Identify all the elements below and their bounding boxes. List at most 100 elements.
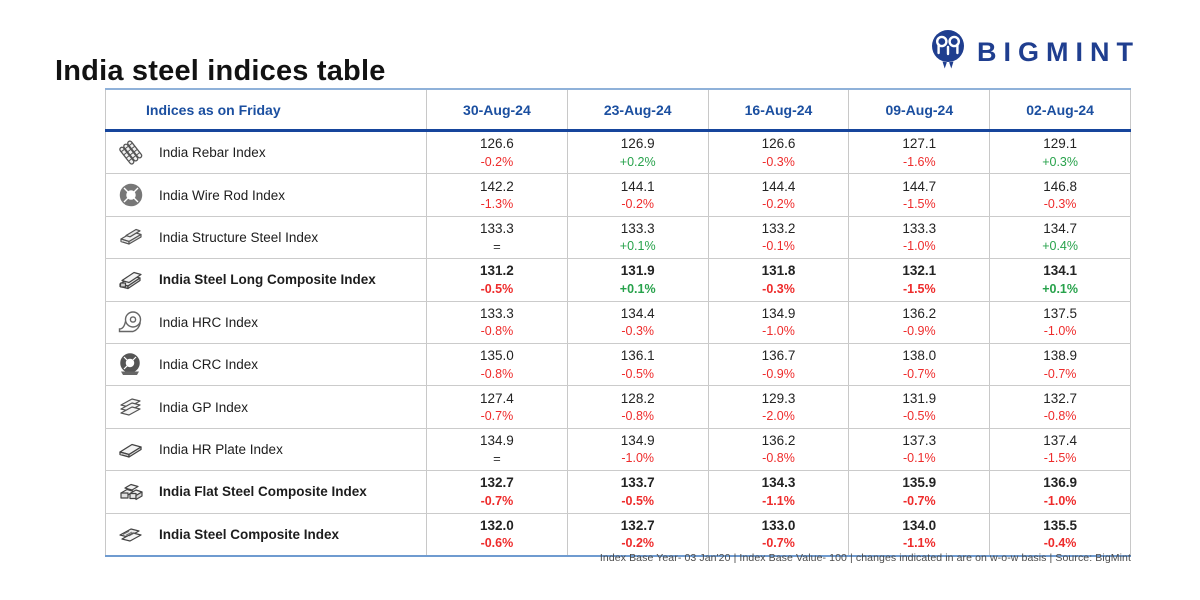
index-value: 134.1	[1043, 263, 1077, 279]
index-value: 138.0	[902, 348, 937, 364]
wow-change: -0.8%	[480, 366, 514, 381]
index-value: 131.9	[902, 390, 937, 406]
value-cell: 134.7 +0.4%	[990, 216, 1131, 259]
index-value: 132.7	[480, 475, 514, 491]
table-row: India GP Index 127.4 -0.7% 128.2 -0.8% 129.3 -…	[105, 386, 1131, 429]
row-label-cell: India Steel Composite Index	[105, 513, 427, 555]
wow-change: -0.7%	[1043, 366, 1077, 381]
index-value: 134.0	[902, 517, 937, 533]
flat-steel-stack-icon	[115, 479, 147, 505]
value-cell: 133.3 +0.1%	[568, 216, 709, 259]
value-cell: 132.1 -1.5%	[849, 259, 991, 301]
wow-change: -1.0%	[1043, 493, 1077, 508]
column-header-date-1: 30-Aug-24	[427, 90, 568, 129]
wow-change: -0.8%	[480, 324, 514, 339]
index-value: 129.3	[761, 390, 796, 406]
wow-change: -0.8%	[621, 409, 655, 424]
wow-change: -1.0%	[621, 451, 655, 466]
wow-change: -0.2%	[621, 536, 655, 551]
wow-change: -0.9%	[902, 324, 936, 339]
wow-change: -0.3%	[621, 324, 655, 339]
index-value: 127.4	[480, 390, 514, 406]
value-cell: 129.3 -2.0%	[709, 386, 850, 428]
value-cell: 133.0 -0.7%	[709, 513, 850, 555]
value-cell: 126.6 -0.2%	[427, 132, 568, 174]
wow-change: +0.1%	[1042, 281, 1078, 296]
column-header-date-2: 23-Aug-24	[568, 90, 709, 129]
index-value: 131.8	[761, 263, 796, 279]
wow-change: -1.5%	[902, 197, 936, 212]
row-label: India HRC Index	[159, 314, 259, 330]
row-label-cell: India HRC Index	[105, 301, 427, 343]
wow-change: -1.1%	[762, 493, 795, 508]
value-cell: 131.8 -0.3%	[709, 259, 850, 301]
index-value: 144.1	[620, 178, 655, 194]
index-value: 129.1	[1043, 136, 1077, 152]
wow-change: -1.5%	[902, 281, 936, 296]
wow-change: +0.2%	[619, 154, 656, 169]
value-cell: 134.9 -1.0%	[568, 428, 709, 471]
value-cell: 136.2 -0.9%	[849, 301, 991, 343]
wire-rod-coil-icon	[115, 182, 147, 208]
index-value: 144.7	[902, 178, 937, 194]
table-row: India Rebar Index 126.6 -0.2% 126.9 +0.2% 126…	[105, 132, 1131, 175]
long-steel-bundle-icon	[115, 267, 147, 293]
index-value: 133.3	[480, 220, 514, 236]
wow-change: -0.8%	[1043, 409, 1077, 424]
steel-indices-table: Indices as on Friday 30-Aug-24 23-Aug-24…	[105, 88, 1131, 557]
table-row: India HR Plate Index 134.9 = 134.9 -1.0% 136.…	[105, 428, 1131, 472]
index-value: 135.5	[1043, 517, 1077, 533]
index-value: 133.0	[761, 517, 796, 533]
index-value: 126.6	[480, 136, 514, 152]
index-value: 137.4	[1043, 432, 1077, 448]
wow-change: -0.2%	[762, 197, 795, 212]
value-cell: 146.8 -0.3%	[990, 174, 1131, 216]
value-cell: 126.6 -0.3%	[709, 132, 850, 174]
value-cell: 134.1 +0.1%	[990, 259, 1131, 301]
wow-change: -1.6%	[902, 154, 936, 169]
value-cell: 134.9 -1.0%	[709, 301, 850, 343]
index-value: 136.9	[1043, 475, 1077, 491]
value-cell: 134.4 -0.3%	[568, 301, 709, 343]
table-row: India Flat Steel Composite Index 132.7 -0.…	[105, 471, 1131, 514]
value-cell: 144.1 -0.2%	[568, 174, 709, 216]
row-label-cell: India Structure Steel Index	[105, 216, 427, 259]
index-value: 137.3	[902, 432, 937, 448]
crc-coil-icon	[115, 352, 147, 378]
wow-change: -0.5%	[621, 493, 655, 508]
wow-change: -1.3%	[480, 197, 514, 212]
index-value: 133.7	[620, 475, 655, 491]
value-cell: 134.0 -1.1%	[849, 513, 991, 555]
row-label: India GP Index	[159, 399, 249, 415]
bigmint-logo: BIGMINT	[928, 28, 1140, 77]
index-value: 144.4	[761, 178, 796, 194]
value-cell: 137.5 -1.0%	[990, 301, 1131, 343]
wow-change: -0.3%	[762, 154, 795, 169]
wow-change: =	[493, 239, 501, 255]
table-row: India Steel Long Composite Index 131.2 -0.…	[105, 259, 1131, 302]
value-cell: 138.9 -0.7%	[990, 343, 1131, 386]
wow-change: -0.8%	[762, 451, 795, 466]
value-cell: 133.7 -0.5%	[568, 471, 709, 513]
wow-change: -0.6%	[480, 536, 514, 551]
wow-change: -0.3%	[762, 281, 795, 296]
table-row: India Steel Composite Index 132.0 -0.6% 132…	[105, 513, 1131, 557]
index-value: 136.1	[620, 348, 655, 364]
row-label: India Wire Rod Index	[159, 187, 286, 203]
value-cell: 133.3 =	[427, 216, 568, 259]
value-cell: 133.3 -1.0%	[849, 216, 991, 259]
row-label-cell: India Wire Rod Index	[105, 174, 427, 216]
row-label: India HR Plate Index	[159, 441, 283, 457]
index-value: 134.4	[620, 305, 655, 321]
wow-change: -0.7%	[480, 409, 514, 424]
value-cell: 126.9 +0.2%	[568, 132, 709, 174]
wow-change: -2.0%	[762, 409, 795, 424]
table-body: India Rebar Index 126.6 -0.2% 126.9 +0.2% 126…	[105, 132, 1131, 557]
index-value: 137.5	[1043, 305, 1077, 321]
value-cell: 131.9 +0.1%	[568, 259, 709, 301]
index-value: 142.2	[480, 178, 514, 194]
wow-change: +0.1%	[619, 239, 656, 254]
wow-change: -0.1%	[902, 451, 936, 466]
value-cell: 128.2 -0.8%	[568, 386, 709, 428]
composite-sheets-icon	[115, 521, 147, 547]
